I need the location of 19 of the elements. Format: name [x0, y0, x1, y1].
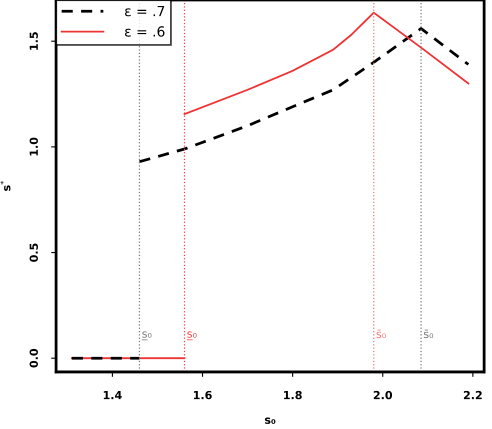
- legend-label: ε = .6: [125, 26, 164, 37]
- line-series: [184, 12, 470, 116]
- x-tick-label: 2.2: [464, 390, 482, 400]
- x-tick-label: 1.8: [284, 390, 302, 400]
- y-axis-title: s$^{*}$: [0, 181, 10, 191]
- x-tick-label: 1.4: [104, 391, 122, 400]
- ref-line-label: s̲₀: [142, 331, 152, 340]
- x-axis-title: s₀: [264, 418, 276, 424]
- ref-line-label: s̲₀: [186, 331, 197, 340]
- ref-line-label: s̄₀: [424, 330, 434, 338]
- ref-line-label: s̄₀: [376, 330, 386, 338]
- line-series: [138, 27, 470, 164]
- y-tick-label: 1.5: [30, 32, 38, 50]
- legend-label: ε = .7: [125, 6, 164, 16]
- y-tick-label: 0.5: [30, 243, 38, 262]
- x-tick-label: 1.6: [194, 390, 212, 400]
- y-tick-label: 0.0: [30, 348, 38, 368]
- y-tick-label: 1.0: [30, 138, 38, 156]
- x-tick-label: 2.0: [374, 390, 392, 400]
